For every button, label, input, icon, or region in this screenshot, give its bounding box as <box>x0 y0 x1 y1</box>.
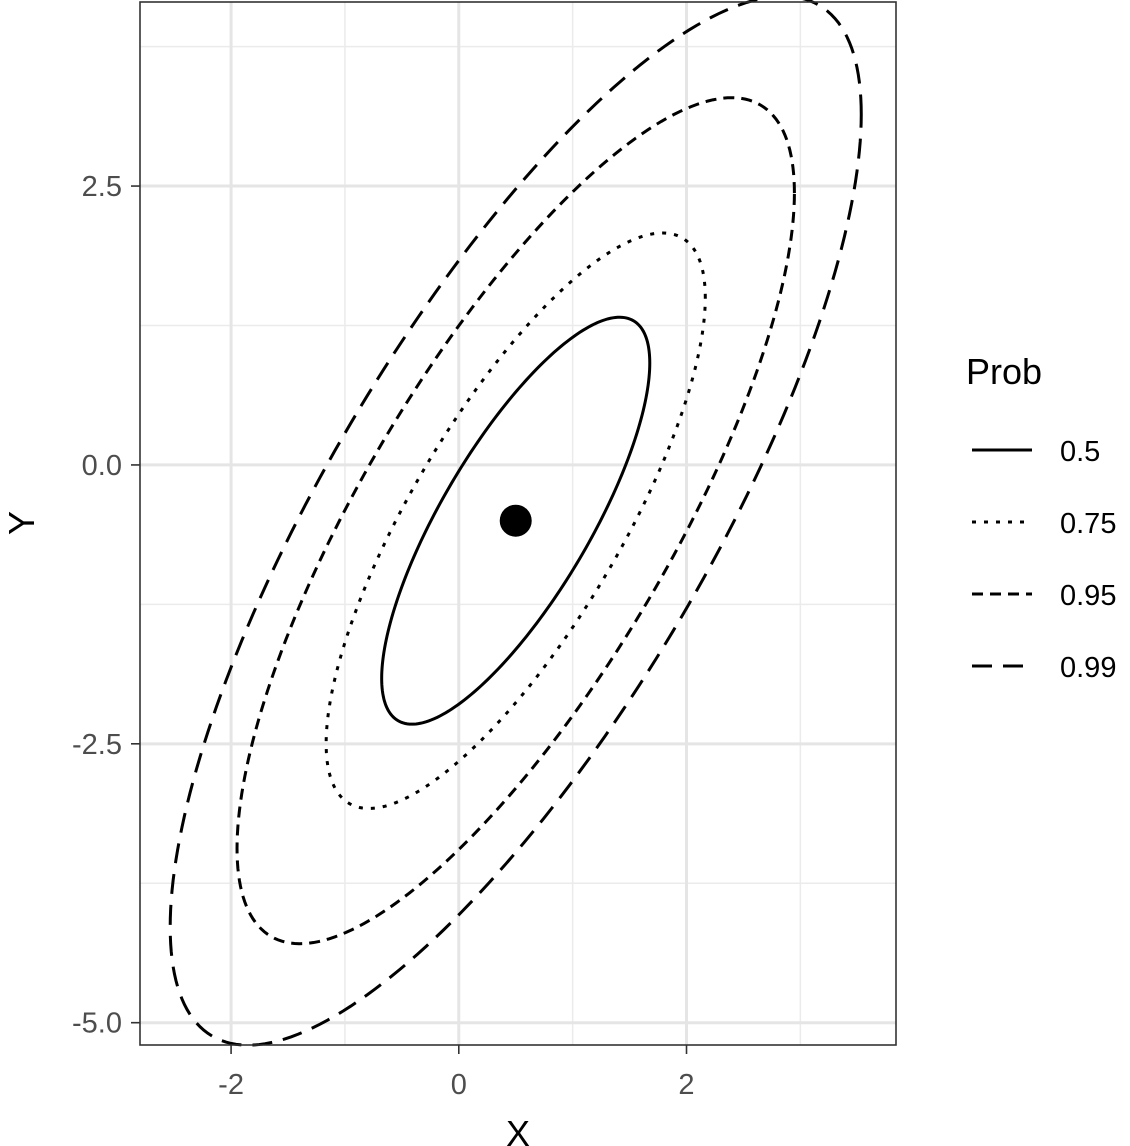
x-axis-title: X <box>506 1113 530 1146</box>
major-grid <box>140 2 896 1045</box>
panel-border <box>139 1 897 1046</box>
x-tick-label: -2 <box>218 1069 244 1101</box>
legend-items: 0.5 0.75 0.95 0.99 <box>972 436 1116 684</box>
y-tick-label: -2.5 <box>72 729 122 761</box>
y-axis-title: Y <box>1 511 42 535</box>
y-tick-labels: -5.0 -2.5 0.0 2.5 <box>72 171 122 1040</box>
axis-ticks <box>131 185 688 1054</box>
center-point <box>499 504 532 537</box>
legend-label-0.5: 0.5 <box>1060 436 1100 468</box>
ellipse-0.5 <box>380 315 652 726</box>
legend-label-0.95: 0.95 <box>1060 580 1116 612</box>
ellipse-0.75 <box>324 231 707 810</box>
ellipse-layer <box>168 0 863 1047</box>
ellipse-0.95 <box>235 96 796 946</box>
ellipse-0.99 <box>168 0 863 1047</box>
x-tick-label: 2 <box>678 1069 694 1101</box>
legend-title: Prob <box>966 351 1042 392</box>
x-tick-labels: -2 0 2 <box>218 1069 694 1101</box>
x-tick-label: 0 <box>451 1069 467 1101</box>
legend-label-0.75: 0.75 <box>1060 508 1116 540</box>
minor-grid <box>140 2 896 1045</box>
legend: Prob 0.5 0.75 0.95 0.99 <box>966 351 1116 684</box>
y-tick-label: -5.0 <box>72 1008 122 1040</box>
legend-label-0.99: 0.99 <box>1060 652 1116 684</box>
y-tick-label: 0.0 <box>82 450 122 482</box>
y-tick-label: 2.5 <box>82 171 122 203</box>
center-point-layer <box>499 504 532 537</box>
